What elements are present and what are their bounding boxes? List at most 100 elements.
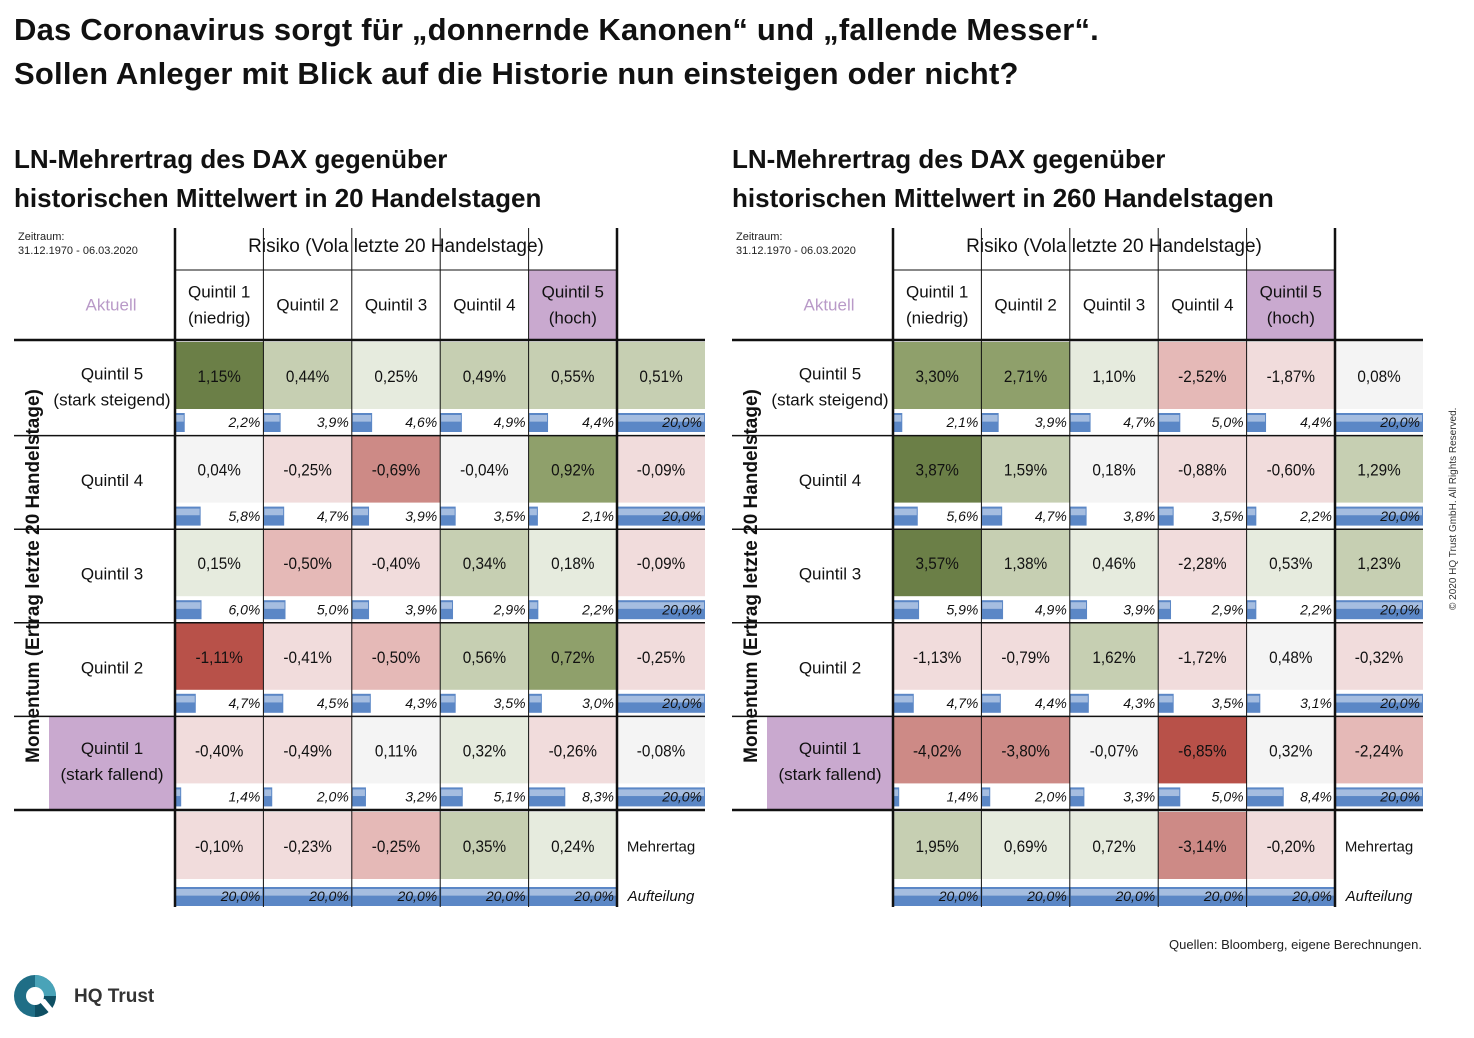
row-total-share-bar-highlight xyxy=(1336,695,1422,703)
cell-value: -0,69% xyxy=(372,461,420,480)
cell-value: 3,87% xyxy=(916,461,959,480)
row-header-5-line-2: (stark fallend) xyxy=(61,765,164,784)
cell-value: -2,28% xyxy=(1178,554,1226,573)
period-range: 31.12.1970 - 06.03.2020 xyxy=(18,245,138,257)
column-total-value: -0,10% xyxy=(195,837,243,856)
heatmap-panel-20-days: LN-Mehrertrag des DAX gegenüber historis… xyxy=(14,140,720,910)
cell-share-bar-highlight xyxy=(352,602,369,609)
cell-value: 0,72% xyxy=(551,648,594,667)
cell-value: 1,38% xyxy=(1004,554,1047,573)
cell-share-bar xyxy=(440,413,462,432)
row-total-share-label: 20,0% xyxy=(1379,508,1420,524)
row-total-cell xyxy=(1335,529,1423,597)
column-total-value: 0,35% xyxy=(463,837,506,856)
row-total-share-label: 20,0% xyxy=(661,601,702,617)
hq-trust-logo: HQ Trust xyxy=(12,972,182,1022)
row-total-share-label: 20,0% xyxy=(1379,695,1420,711)
column-total-share-bar xyxy=(893,887,982,906)
cell-share-bar xyxy=(528,787,566,807)
heatmap-cell xyxy=(263,529,352,597)
heatmap-cell xyxy=(1246,529,1335,597)
period-label: Zeitraum: xyxy=(736,231,783,243)
heatmap-cell xyxy=(1246,716,1335,784)
column-total-share-bar xyxy=(1246,887,1335,906)
row-total-share-bar-highlight xyxy=(1336,508,1422,516)
column-header-3-line-1: Quintil 3 xyxy=(365,295,427,314)
heatmap-cell xyxy=(981,622,1070,690)
logo-mark-icon xyxy=(14,975,59,1017)
cell-share-bar xyxy=(1069,693,1089,713)
row-total-share-label: 20,0% xyxy=(661,789,702,805)
cell-share-bar-highlight xyxy=(894,695,913,703)
heatmap-cell xyxy=(351,342,441,409)
heatmap-cell xyxy=(351,716,441,784)
heatmap-cell xyxy=(981,716,1070,784)
column-header-5-line-1: Quintil 5 xyxy=(1260,282,1322,301)
cell-share-bar-highlight xyxy=(982,695,1000,703)
heatmap-cell xyxy=(263,342,352,409)
cell-value: -0,60% xyxy=(1267,461,1315,480)
cell-share-bar xyxy=(263,693,284,713)
cell-share-bar xyxy=(893,413,903,432)
cell-value: 0,92% xyxy=(551,461,594,480)
panel-title-line-1: LN-Mehrertrag des DAX gegenüber xyxy=(732,144,1166,174)
heatmap-cell xyxy=(263,716,352,784)
cell-share-bar-highlight xyxy=(1159,695,1173,703)
cell-value: 0,49% xyxy=(463,367,506,386)
column-total-share-label: 20,0% xyxy=(308,888,349,904)
cell-value: 1,10% xyxy=(1092,367,1135,386)
cell-share-label: 4,7% xyxy=(1123,414,1155,430)
row-total-share-bar xyxy=(617,506,705,526)
cell-share-label: 5,1% xyxy=(494,789,526,805)
momentum-axis-title: Momentum (Ertrag letzte 20 Handelstage) xyxy=(23,389,44,763)
panel-title-line-1: LN-Mehrertrag des DAX gegenüber xyxy=(14,144,448,174)
cell-share-label: 3,5% xyxy=(494,508,526,524)
row-total-share-bar-highlight xyxy=(618,602,704,609)
cell-value: 3,30% xyxy=(916,367,959,386)
row-total-share-bar xyxy=(1335,413,1423,432)
row-total-value: -0,25% xyxy=(637,648,685,667)
row-header-5-line-2: (stark fallend) xyxy=(779,765,882,784)
cell-share-label: 4,9% xyxy=(1035,601,1067,617)
cell-share-bar-highlight xyxy=(982,602,1003,609)
cell-value: 0,18% xyxy=(1092,461,1135,480)
cell-share-bar xyxy=(528,693,542,713)
cell-share-bar-highlight xyxy=(441,415,461,422)
cell-value: 0,46% xyxy=(1092,554,1135,573)
cell-share-bar xyxy=(1069,787,1085,807)
page-title: Das Coronavirus sorgt für „donnernde Kan… xyxy=(14,8,1099,96)
cell-share-bar-highlight xyxy=(176,789,181,797)
cell-share-bar-highlight xyxy=(1070,695,1088,703)
cell-share-bar xyxy=(263,413,281,432)
cell-share-label: 4,7% xyxy=(1035,508,1067,524)
aufteilung-label: Aufteilung xyxy=(627,888,695,905)
cell-share-bar xyxy=(981,600,1004,620)
column-total-share-label: 20,0% xyxy=(1203,888,1244,904)
cell-share-bar xyxy=(263,506,285,526)
cell-share-bar xyxy=(1246,787,1284,807)
row-header-4-line-1: Quintil 2 xyxy=(799,658,861,677)
cell-value: -1,11% xyxy=(196,648,243,667)
cell-share-bar xyxy=(1158,693,1174,713)
heatmap-panel-260-days: LN-Mehrertrag des DAX gegenüber historis… xyxy=(732,140,1438,910)
cell-share-label: 5,6% xyxy=(946,508,978,524)
cell-share-bar xyxy=(175,787,182,807)
cell-share-bar xyxy=(1069,600,1088,620)
cell-value: 0,44% xyxy=(286,367,329,386)
row-total-share-label: 20,0% xyxy=(1379,789,1420,805)
cell-share-bar xyxy=(351,787,366,807)
column-total-share-label: 20,0% xyxy=(396,888,437,904)
current-row-highlight xyxy=(49,716,175,809)
cell-share-label: 5,8% xyxy=(228,508,260,524)
column-total-cell xyxy=(1158,812,1247,879)
row-total-share-bar xyxy=(1335,600,1423,620)
row-total-share-label: 20,0% xyxy=(661,695,702,711)
column-total-share-bar xyxy=(175,887,264,906)
cell-share-label: 8,3% xyxy=(582,789,614,805)
cell-share-bar-highlight xyxy=(1247,415,1266,422)
cell-share-label: 4,4% xyxy=(582,414,614,430)
cell-value: -1,13% xyxy=(913,648,961,667)
column-total-share-bar xyxy=(1069,887,1159,906)
heatmap-cell xyxy=(1069,342,1159,409)
aktuell-label: Aktuell xyxy=(803,295,854,314)
